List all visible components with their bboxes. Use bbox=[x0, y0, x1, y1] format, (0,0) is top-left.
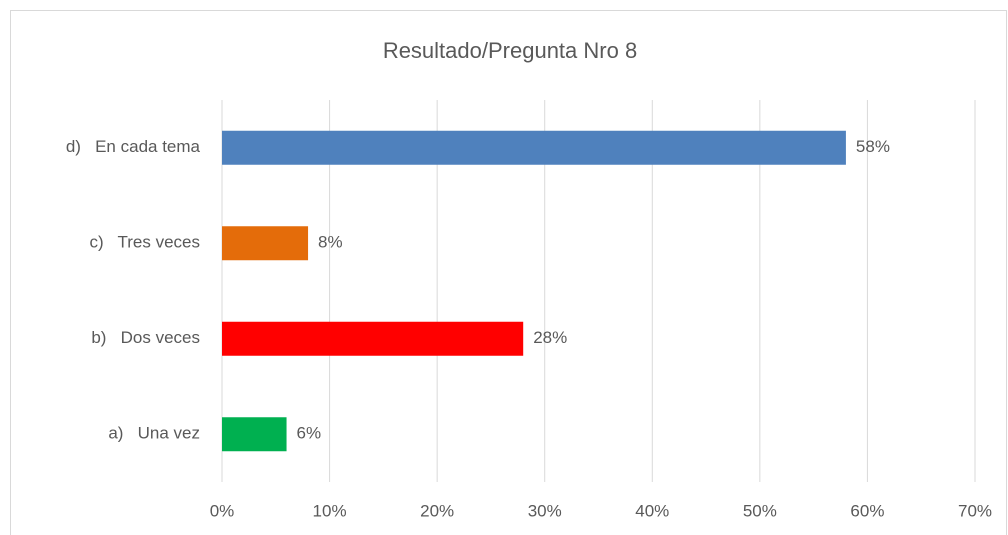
y-tick-label: a) Una vez bbox=[108, 424, 200, 443]
data-label: 8% bbox=[318, 233, 343, 252]
data-label: 6% bbox=[297, 424, 322, 443]
x-tick-label: 50% bbox=[743, 501, 777, 520]
data-label: 58% bbox=[856, 137, 890, 156]
bar bbox=[222, 226, 309, 261]
y-tick-label: b) Dos veces bbox=[91, 328, 200, 347]
x-tick-label: 10% bbox=[313, 501, 347, 520]
bar bbox=[222, 130, 846, 165]
chart-frame bbox=[10, 10, 1007, 535]
bar bbox=[222, 321, 524, 356]
chart-title: Resultado/Pregunta Nro 8 bbox=[383, 38, 637, 63]
x-tick-label: 30% bbox=[528, 501, 562, 520]
y-tick-label: c) Tres veces bbox=[89, 233, 200, 252]
x-tick-label: 60% bbox=[850, 501, 884, 520]
x-tick-label: 20% bbox=[420, 501, 454, 520]
x-tick-label: 40% bbox=[635, 501, 669, 520]
x-tick-label: 70% bbox=[958, 501, 992, 520]
data-label: 28% bbox=[533, 328, 567, 347]
x-tick-label: 0% bbox=[210, 501, 235, 520]
y-tick-label: d) En cada tema bbox=[66, 137, 201, 156]
bar bbox=[222, 417, 287, 452]
